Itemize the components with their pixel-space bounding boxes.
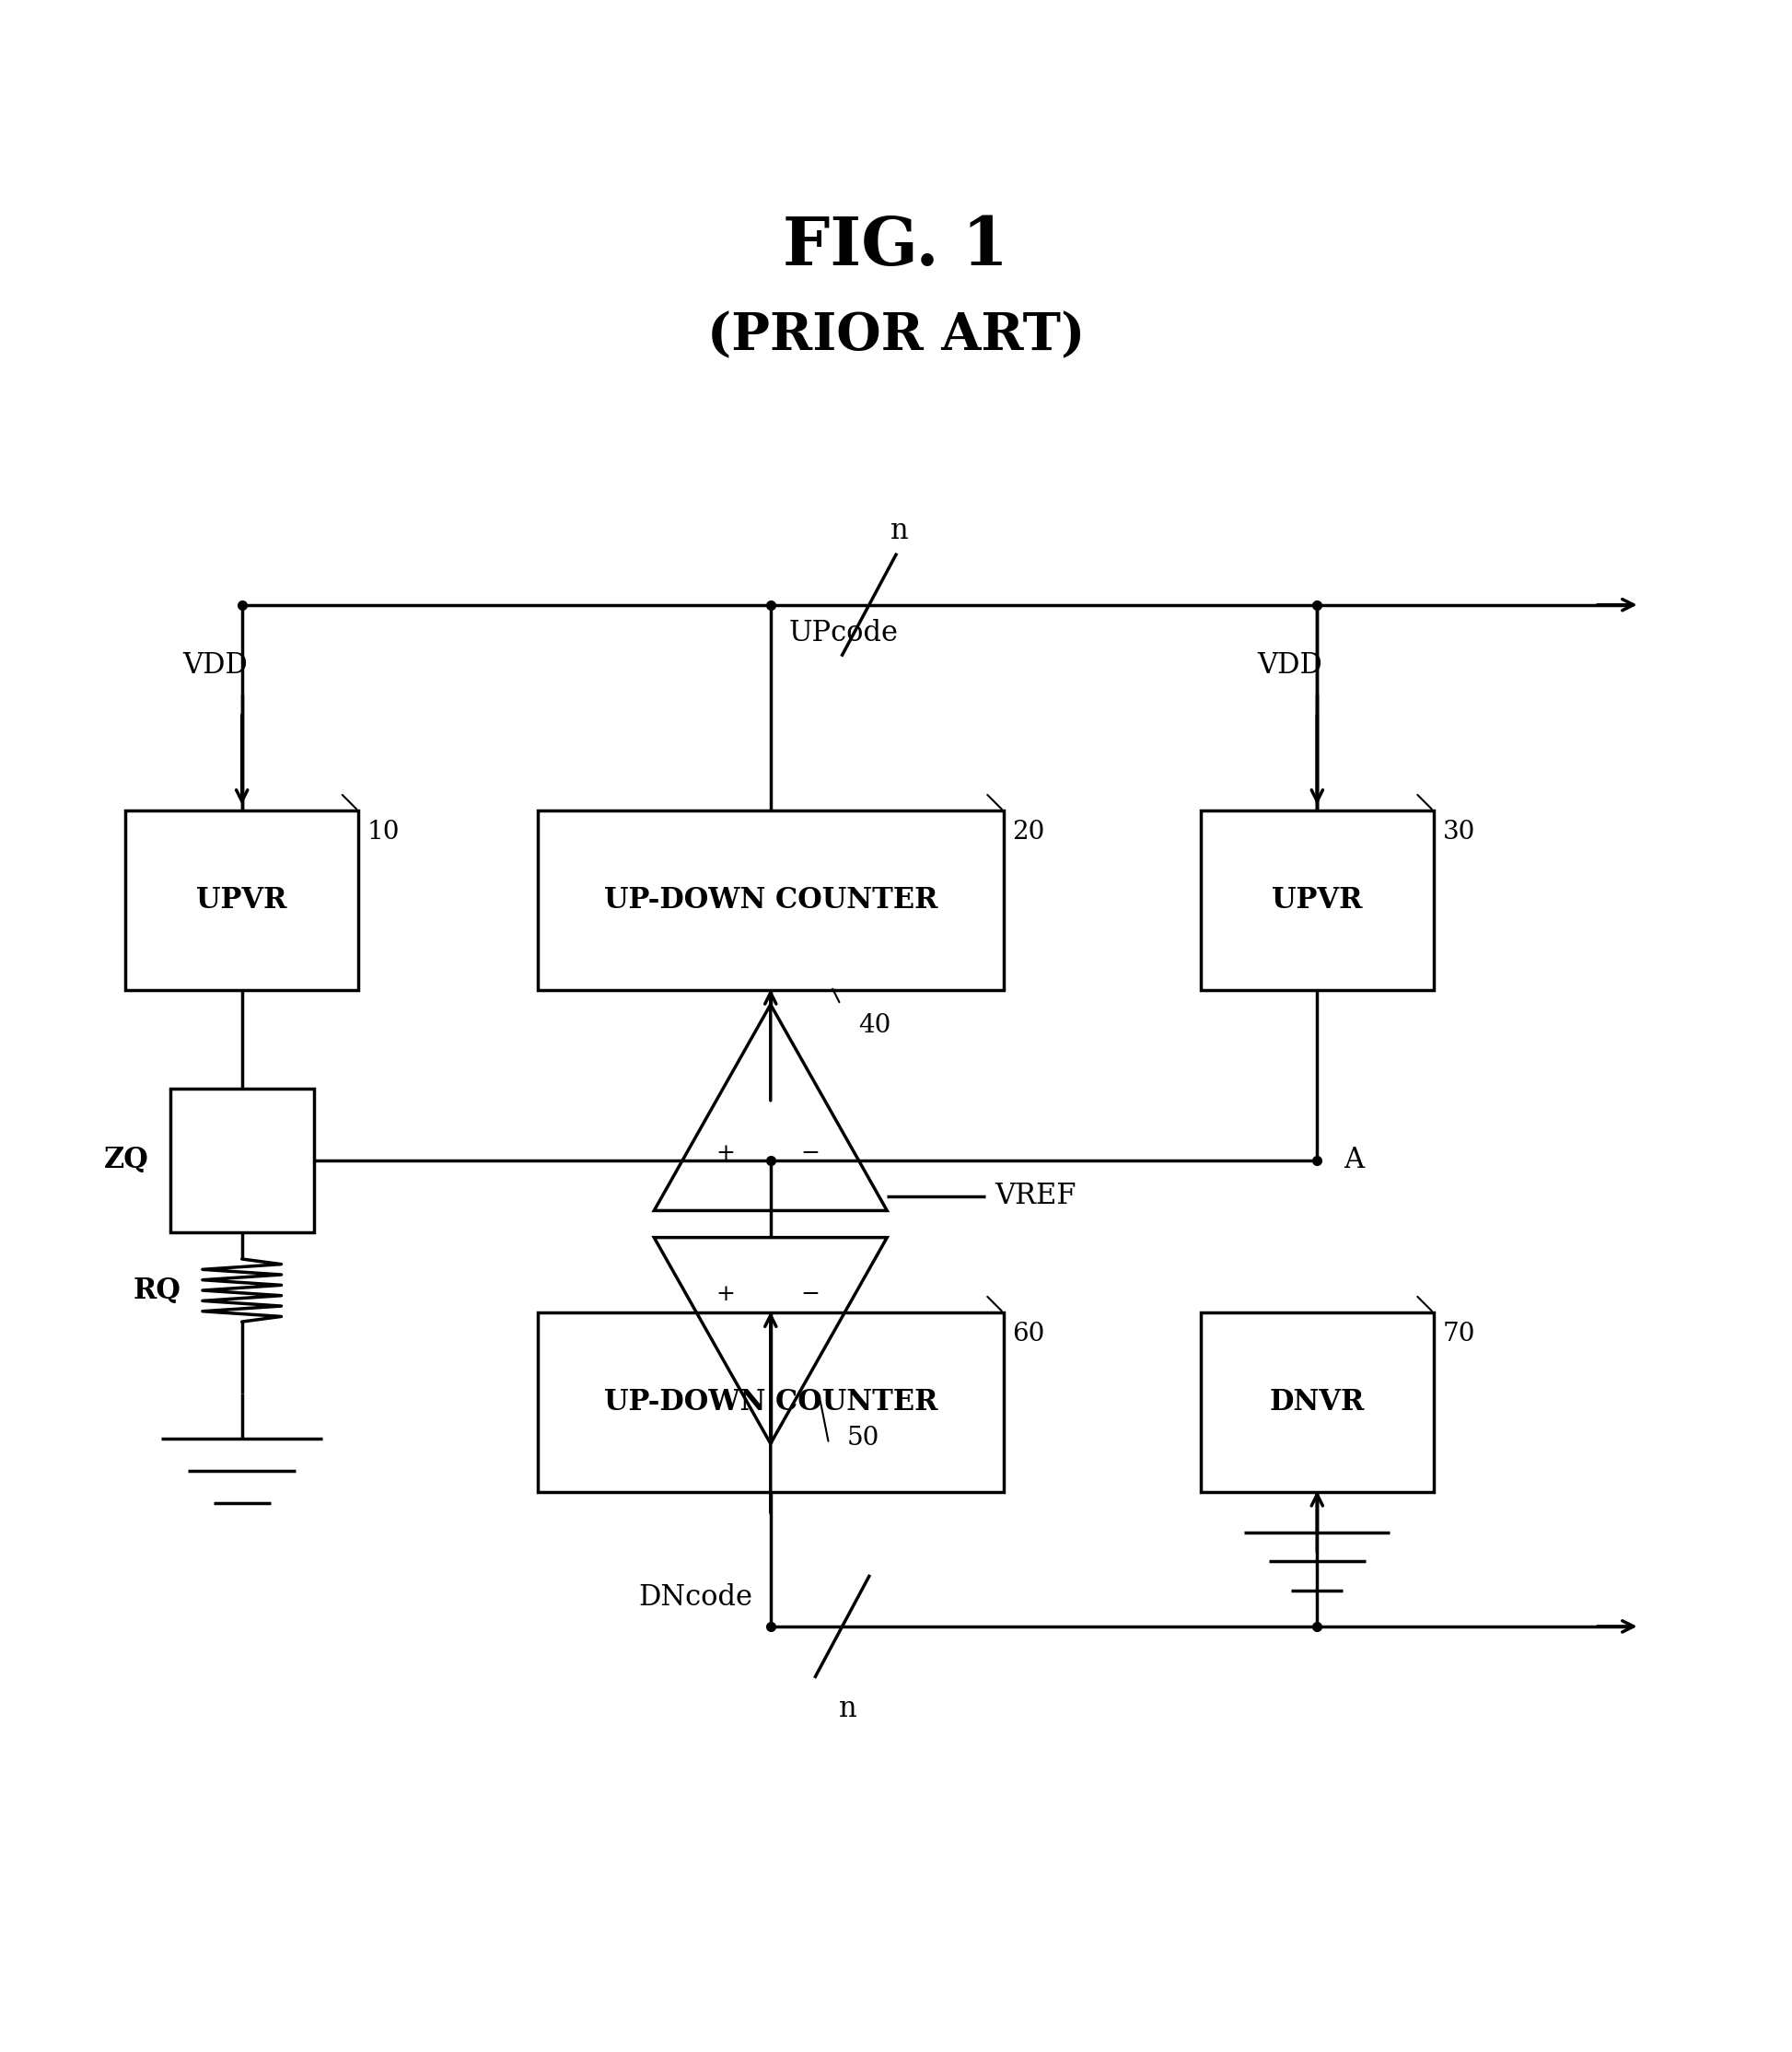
Polygon shape [1201,811,1434,991]
Text: UPVR: UPVR [1272,886,1362,915]
Text: VDD: VDD [1258,653,1322,679]
Text: UPVR: UPVR [197,886,287,915]
Text: 10: 10 [367,821,400,845]
Text: +: + [717,1143,735,1163]
Text: n: n [839,1695,857,1724]
Text: VDD: VDD [183,653,247,679]
Text: 60: 60 [1012,1321,1045,1346]
Text: −: − [801,1285,819,1305]
Text: DNVR: DNVR [1269,1387,1366,1416]
Text: UPcode: UPcode [788,620,898,648]
Text: 50: 50 [848,1426,880,1451]
Polygon shape [538,1313,1004,1492]
Text: DNcode: DNcode [638,1584,753,1613]
Polygon shape [1201,1313,1434,1492]
Text: 30: 30 [1443,821,1475,845]
Polygon shape [125,811,358,991]
Text: RQ: RQ [133,1276,181,1305]
Text: 40: 40 [858,1014,891,1038]
Text: VREF: VREF [995,1182,1075,1211]
Polygon shape [170,1090,314,1231]
Text: UP-DOWN COUNTER: UP-DOWN COUNTER [604,1387,937,1416]
Text: n: n [891,517,909,546]
Text: ZQ: ZQ [104,1147,149,1174]
Text: +: + [717,1285,735,1305]
Text: −: − [801,1143,819,1163]
Text: FIG. 1: FIG. 1 [783,213,1009,279]
Text: 70: 70 [1443,1321,1475,1346]
Polygon shape [538,811,1004,991]
Text: (PRIOR ART): (PRIOR ART) [708,310,1084,361]
Text: UP-DOWN COUNTER: UP-DOWN COUNTER [604,886,937,915]
Text: 20: 20 [1012,821,1045,845]
Text: A: A [1344,1147,1364,1174]
